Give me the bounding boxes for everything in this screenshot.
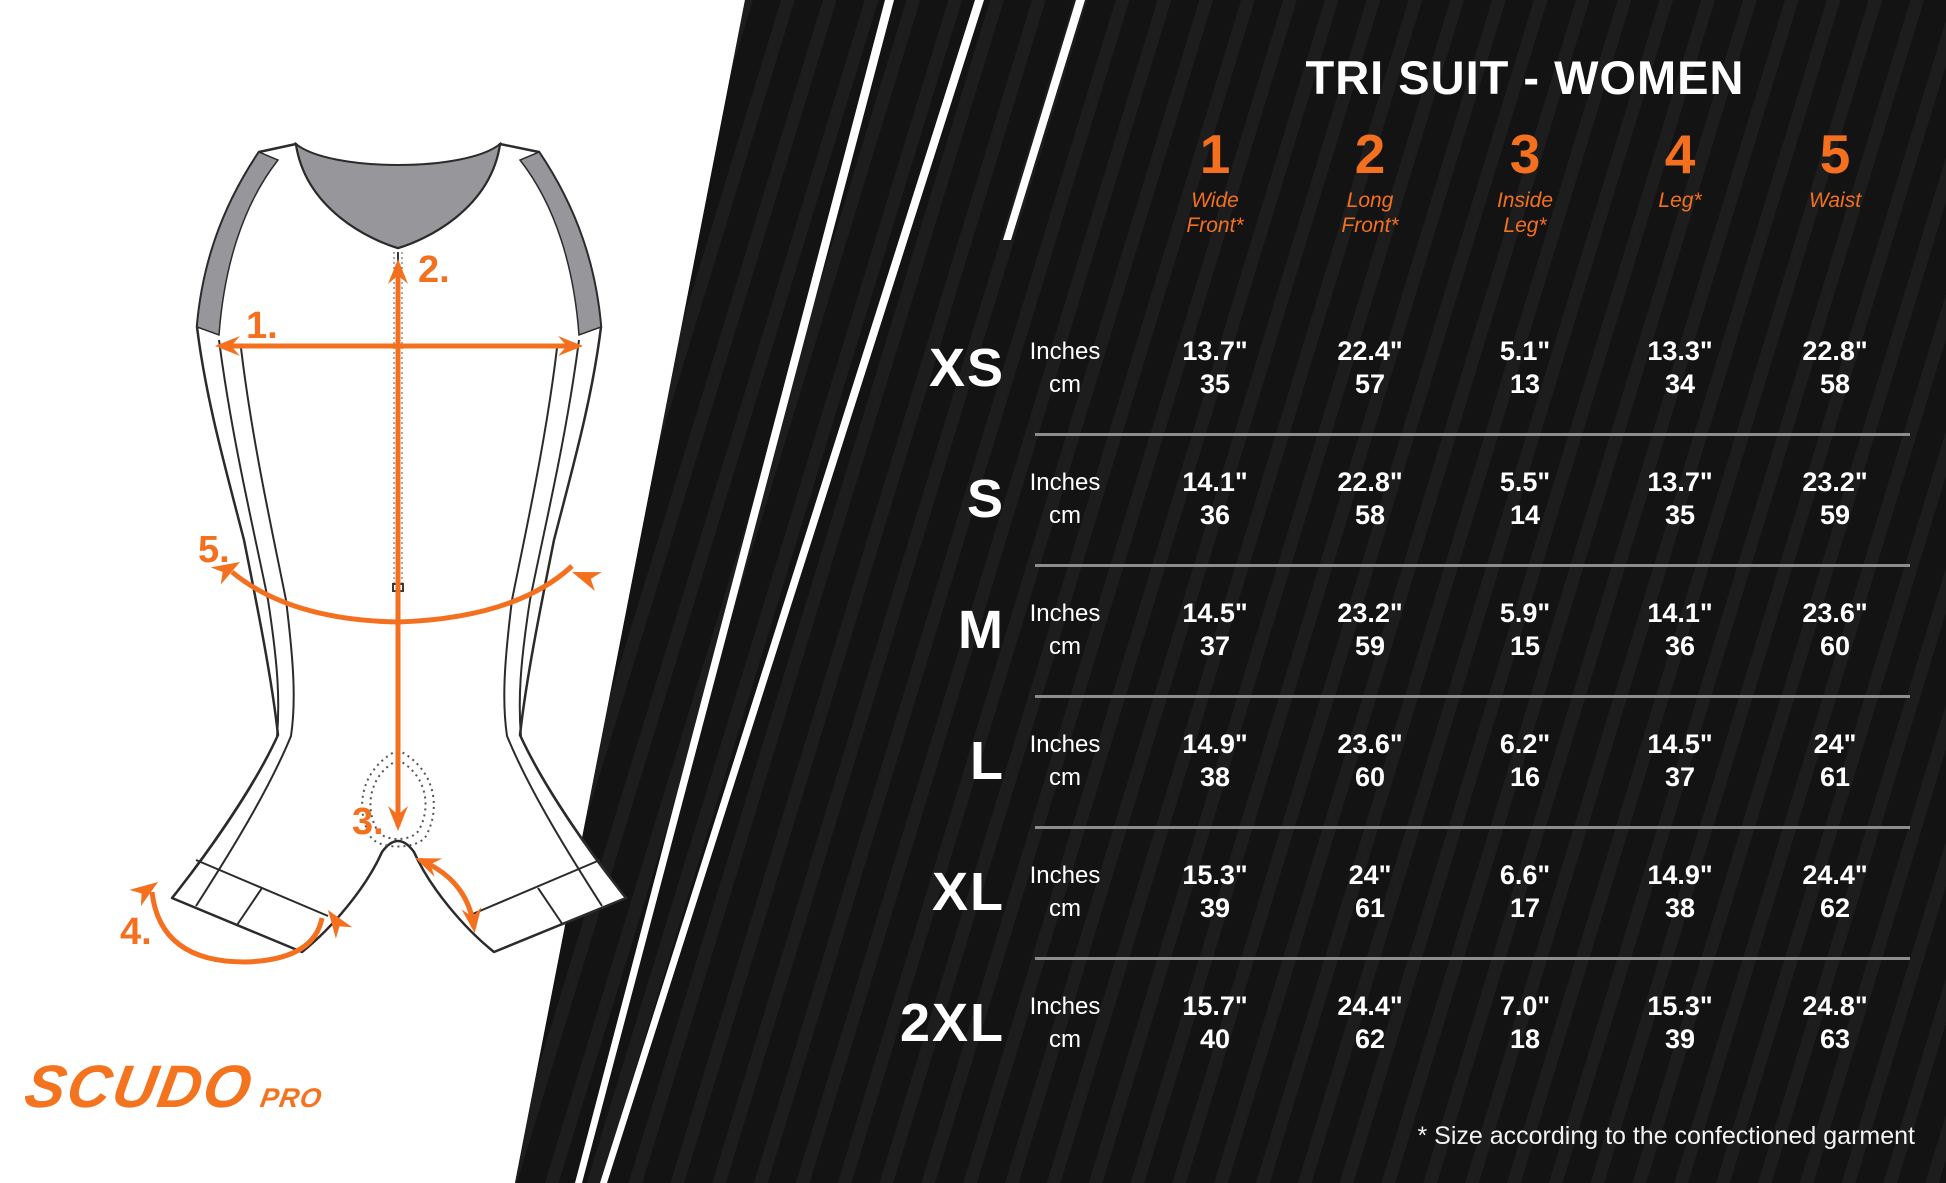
page-title: TRI SUIT - WOMEN: [1305, 51, 1745, 104]
arrow-leg: [149, 891, 325, 965]
size-row-2xl: 2XL Inches cm 15.7" 40 24.4" 62 7.0" 18 15.3…: [0, 977, 1946, 1069]
measurement-cell: 24.8" 63: [1802, 991, 1868, 1054]
measurement-cell: 13.7" 35: [1182, 336, 1248, 399]
size-label: XS: [928, 338, 1005, 398]
unit-labels: Inches cm: [1029, 338, 1101, 398]
unit-labels: Inches cm: [1029, 993, 1101, 1053]
footnote: * Size according to the confectioned gar…: [1417, 1122, 1915, 1150]
measurement-cell: 13.3" 34: [1647, 336, 1713, 399]
measurement-cell: 6.2" 16: [1499, 729, 1551, 792]
size-row-xs: XS Inches cm 13.7" 35 22.4" 57 5.1" 13 13.3"…: [0, 322, 1946, 414]
size-row-xl: XL Inches cm 15.3" 39 24" 61 6.6" 17 14.9" 38…: [0, 846, 1946, 938]
measurement-cell: 24" 61: [1348, 860, 1392, 923]
row-divider: [1035, 957, 1910, 960]
size-row-l: L Inches cm 14.9" 38 23.6" 60 6.2" 16 14.5" 3…: [0, 715, 1946, 807]
measurement-cell: 14.1" 36: [1182, 467, 1248, 530]
diagram-label-2: 2.: [418, 249, 450, 291]
unit-labels: Inches cm: [1029, 600, 1101, 660]
unit-labels: Inches cm: [1029, 862, 1101, 922]
tri-suit-diagram: 1. 2. 3. 4. 5.: [120, 141, 628, 965]
size-label: M: [958, 600, 1005, 660]
column-header-1: 1 Wide Front*: [1186, 123, 1244, 237]
column-header-3: 3 Inside Leg*: [1496, 123, 1554, 237]
measurement-cell: 14.9" 38: [1647, 860, 1713, 923]
diagram-label-4: 4.: [120, 911, 152, 953]
armhole-inset-right: [518, 151, 602, 337]
measurement-cell: 5.5" 14: [1499, 467, 1551, 530]
measurement-cell: 13.7" 35: [1647, 467, 1713, 530]
size-label: S: [966, 469, 1005, 529]
column-header-5: 5 Waist: [1808, 123, 1862, 212]
measurement-cell: 14.5" 37: [1182, 598, 1248, 661]
measurement-cell: 22.4" 57: [1337, 336, 1403, 399]
row-divider: [1035, 433, 1910, 436]
measurement-cell: 24.4" 62: [1337, 991, 1403, 1054]
measurement-cell: 6.6" 17: [1499, 860, 1551, 923]
size-label: XL: [931, 862, 1005, 922]
brand-suffix: PRO: [258, 1083, 325, 1113]
column-header-4: 4 Leg*: [1658, 123, 1702, 212]
row-divider: [1035, 826, 1910, 829]
pad-outline: [361, 748, 435, 848]
diagram-number-labels: 1. 2. 3. 4. 5.: [120, 249, 450, 953]
neck-inset: [294, 141, 502, 250]
measurement-cell: 15.7" 40: [1182, 991, 1248, 1054]
measurement-cell: 24" 61: [1813, 729, 1857, 792]
measurement-cell: 14.5" 37: [1647, 729, 1713, 792]
unit-labels: Inches cm: [1029, 469, 1101, 529]
measurement-cell: 14.1" 36: [1647, 598, 1713, 661]
arrow-waist: [230, 564, 574, 625]
measurement-cell: 23.6" 60: [1802, 598, 1868, 661]
size-label: L: [970, 731, 1005, 791]
column-header-2: 2 Long Front*: [1341, 123, 1399, 237]
diagram-label-3: 3.: [352, 801, 384, 843]
arrowheads: [129, 562, 602, 939]
row-divider: [1035, 564, 1910, 567]
measurement-cell: 23.2" 59: [1337, 598, 1403, 661]
size-label: 2XL: [899, 993, 1005, 1053]
measurement-cell: 5.9" 15: [1499, 598, 1551, 661]
measurement-cell: 15.3" 39: [1182, 860, 1248, 923]
measurement-cell: 23.2" 59: [1802, 467, 1868, 530]
measurement-cell: 23.6" 60: [1337, 729, 1403, 792]
measurement-arrows: [149, 259, 583, 965]
size-row-m: M Inches cm 14.5" 37 23.2" 59 5.9" 15 14.1" 3…: [0, 584, 1946, 676]
measurement-cell: 7.0" 18: [1499, 991, 1551, 1054]
diagram-label-1: 1.: [246, 305, 278, 347]
arrow-inside-leg: [415, 857, 482, 933]
unit-labels: Inches cm: [1029, 731, 1101, 791]
armhole-inset-left: [196, 151, 280, 337]
measurement-cell: 14.9" 38: [1182, 729, 1248, 792]
measurement-cell: 5.1" 13: [1499, 336, 1551, 399]
measurement-cell: 22.8" 58: [1802, 336, 1868, 399]
diagram-label-5: 5.: [198, 529, 230, 571]
measurement-cell: 24.4" 62: [1802, 860, 1868, 923]
measurement-cell: 15.3" 39: [1647, 991, 1713, 1054]
size-row-s: S Inches cm 14.1" 36 22.8" 58 5.5" 14 13.7" 3…: [0, 453, 1946, 545]
measurement-cell: 22.8" 58: [1337, 467, 1403, 530]
row-divider: [1035, 695, 1910, 698]
